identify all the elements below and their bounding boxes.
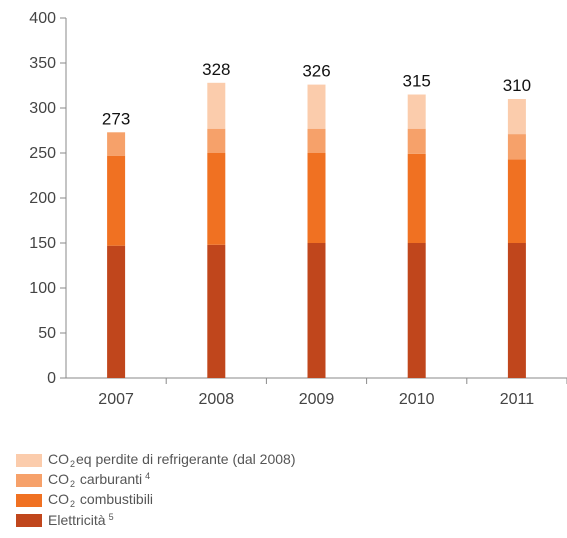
bar-segment <box>507 243 526 378</box>
x-tick-label: 2008 <box>199 391 235 408</box>
y-tick-label: 200 <box>29 190 56 207</box>
bar-segment <box>507 159 526 243</box>
bar-segment <box>307 128 326 153</box>
bar-segment <box>207 128 226 153</box>
bar-segment <box>307 84 326 129</box>
stacked-bar-chart: 0 50 100 150 200 250 300 350 400 273 2007 328 2008 32… <box>29 10 567 408</box>
y-tick-label: 400 <box>29 10 56 27</box>
bar-segment <box>507 99 526 135</box>
legend-label-combustibles: CO2 combustibili <box>48 491 154 509</box>
bar-segment <box>307 243 326 378</box>
bar-segment <box>107 155 126 246</box>
y-tick-label: 150 <box>29 235 56 252</box>
x-tick-label: 2010 <box>399 391 435 408</box>
x-tick-label: 2009 <box>299 391 335 408</box>
legend-item-electricity: Elettricità 5 <box>16 510 295 530</box>
y-tick-label: 300 <box>29 100 56 117</box>
bar-segment <box>507 134 526 160</box>
bar-segment <box>407 153 426 243</box>
legend-label-refrigerant: CO2eq perdite di refrigerante (dal 2008) <box>48 451 296 469</box>
bar-segment <box>207 244 226 378</box>
y-tick-label: 350 <box>29 55 56 72</box>
legend-item-fuels: CO2 carburanti 4 <box>16 470 295 490</box>
total-label: 328 <box>202 60 230 79</box>
legend-label-electricity: Elettricità 5 <box>48 512 114 528</box>
legend-swatch-electricity <box>16 513 42 527</box>
total-label: 273 <box>102 109 130 128</box>
total-label: 310 <box>503 76 531 95</box>
x-tick-label: 2011 <box>500 391 535 408</box>
bar-segment <box>407 128 426 154</box>
legend-swatch-fuels <box>16 473 42 487</box>
bar-segment <box>207 82 226 129</box>
bar-segment <box>407 243 426 378</box>
legend-item-refrigerant: CO2eq perdite di refrigerante (dal 2008) <box>16 450 295 470</box>
legend-label-fuels: CO2 carburanti 4 <box>48 471 151 489</box>
x-tick-label: 2007 <box>98 391 134 408</box>
y-tick-label: 100 <box>29 280 56 297</box>
legend-item-combustibles: CO2 combustibili <box>16 490 295 510</box>
legend-swatch-combustibles <box>16 493 42 507</box>
total-label: 315 <box>403 72 431 91</box>
bar-segment <box>207 153 226 245</box>
y-tick-label: 50 <box>38 325 56 342</box>
legend: CO2eq perdite di refrigerante (dal 2008)… <box>16 450 295 530</box>
bar-segment <box>407 94 426 129</box>
y-tick-label: 250 <box>29 145 56 162</box>
bar-segment <box>307 153 326 243</box>
bar-segment <box>107 245 126 378</box>
total-label: 326 <box>302 62 330 81</box>
bar-segment <box>107 132 126 156</box>
y-tick-label: 0 <box>47 370 56 387</box>
legend-swatch-refrigerant <box>16 453 42 467</box>
